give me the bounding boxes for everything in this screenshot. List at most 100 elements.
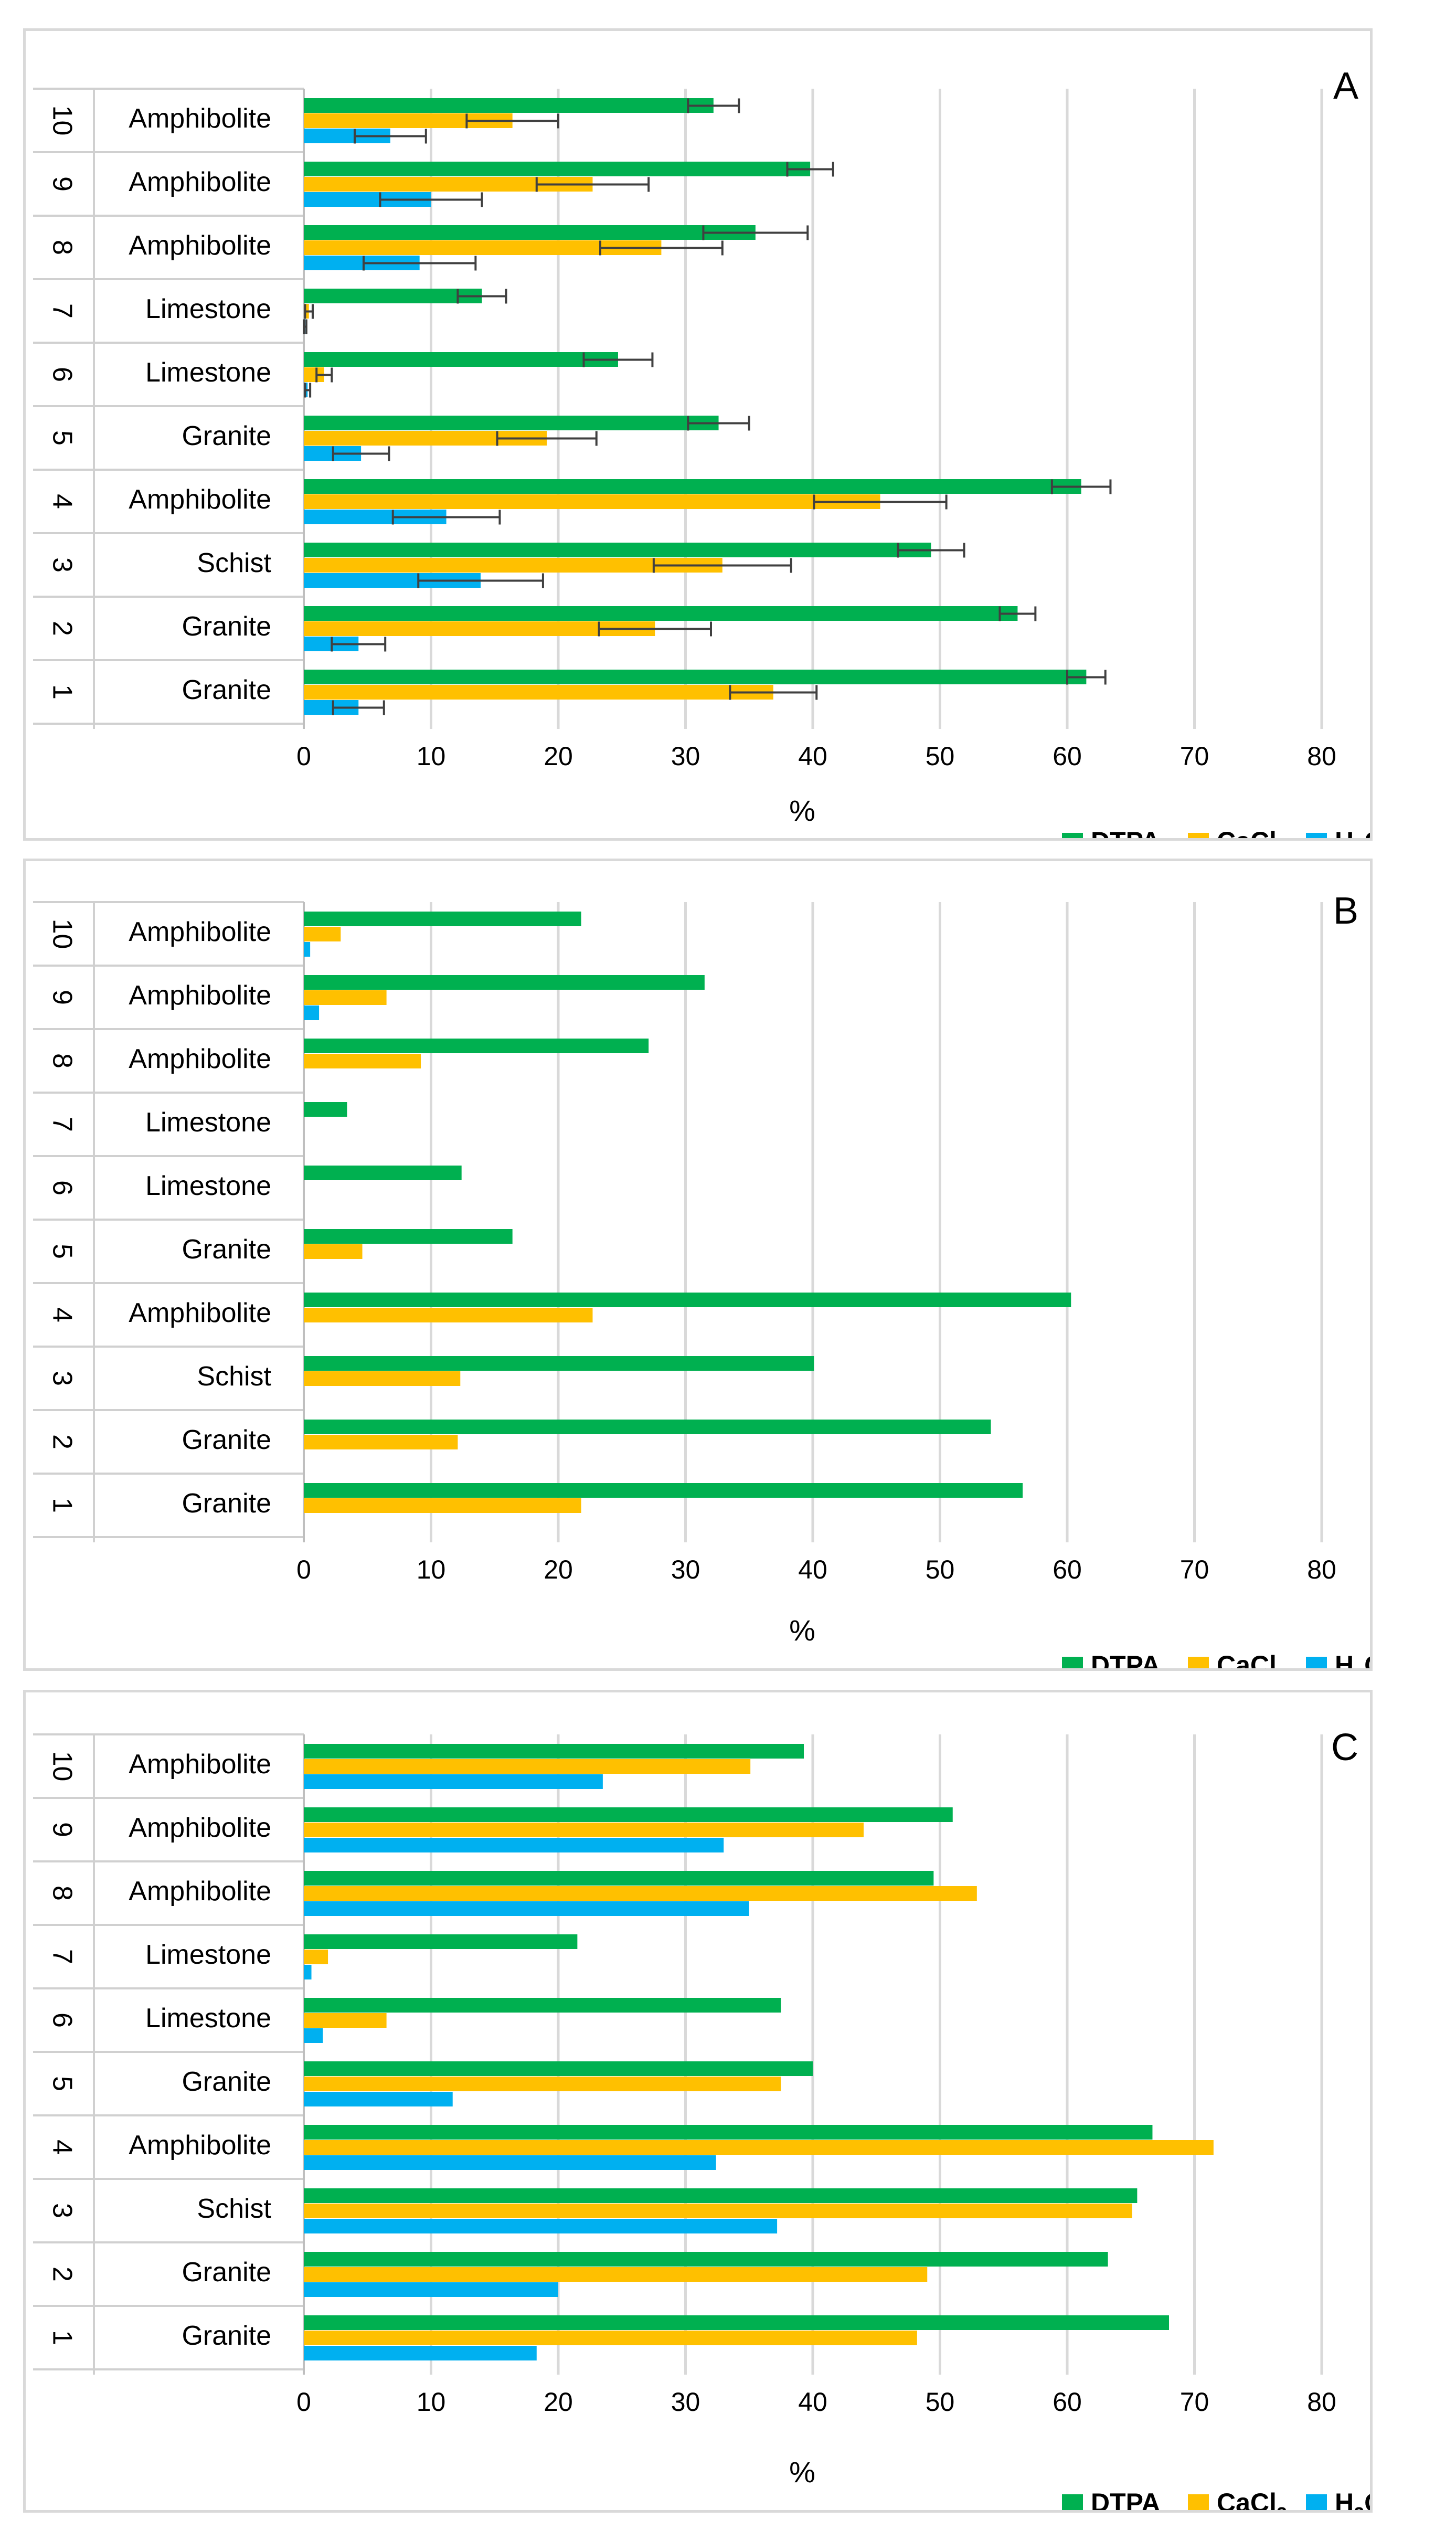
category-number: 10	[47, 105, 77, 136]
category-label: Amphibolite	[129, 1044, 271, 1074]
error-bar-h2o-8	[362, 256, 477, 271]
category-number: 8	[47, 1053, 77, 1068]
bar-dtpa-6	[304, 352, 618, 367]
bar-cacl2-8	[304, 1886, 977, 1901]
category-number: 6	[47, 1180, 77, 1195]
error-bar-dtpa-5	[687, 416, 750, 431]
category-label: Granite	[182, 2257, 271, 2288]
bar-h2o-10	[304, 1774, 603, 1789]
category-number: 3	[47, 1371, 77, 1386]
category-label: Granite	[182, 1425, 271, 1455]
category-label: Limestone	[145, 1940, 271, 1970]
bar-dtpa-1	[304, 1483, 1023, 1498]
category-label: Granite	[182, 611, 271, 642]
bar-h2o-1	[304, 2346, 537, 2360]
bar-h2o-7	[304, 1965, 312, 1979]
category-label: Amphibolite	[129, 1749, 271, 1780]
error-bar-dtpa-4	[1050, 479, 1112, 494]
x-tick-label: 20	[544, 2387, 573, 2417]
category-label: Amphibolite	[129, 167, 271, 197]
bar-dtpa-7	[304, 1102, 347, 1117]
category-number: 2	[47, 1434, 77, 1449]
category-number: 7	[47, 1117, 77, 1132]
error-bar-cacl2-10	[465, 113, 559, 129]
x-tick-label: 80	[1307, 2387, 1336, 2417]
error-bar-dtpa-10	[687, 98, 740, 113]
category-label: Amphibolite	[129, 917, 271, 947]
category-label: Amphibolite	[129, 103, 271, 134]
bar-cacl2-1	[304, 1498, 581, 1513]
x-tick-label: 10	[417, 1555, 446, 1584]
x-tick-label: 60	[1053, 742, 1082, 771]
bar-dtpa-2	[304, 1420, 991, 1434]
chart-panel-b: 10 Amphibolite 9 Amphibolite 8 Amphibolite 7 Li…	[23, 859, 1373, 1671]
legend-text-o: O	[1364, 1650, 1370, 1668]
x-tick-label: 10	[417, 2387, 446, 2417]
category-label: Amphibolite	[129, 1876, 271, 1907]
category-label: Limestone	[145, 1171, 271, 1201]
legend-subscript: 2	[1277, 1666, 1287, 1668]
error-bar-cacl2-3	[652, 558, 792, 573]
error-bar-h2o-5	[332, 446, 390, 461]
legend: DTPA CaCl2 H2O	[1062, 2488, 1370, 2510]
bar-dtpa-8	[304, 225, 756, 240]
x-tick-label: 50	[926, 742, 955, 771]
bar-dtpa-5	[304, 1229, 513, 1244]
x-tick-label: 20	[544, 742, 573, 771]
category-number: 2	[47, 621, 77, 636]
error-bar-h2o-1	[332, 700, 385, 715]
x-tick-label: 80	[1307, 742, 1336, 771]
legend-swatch-cacl2	[1188, 1657, 1209, 1668]
legend-swatch-dtpa	[1062, 833, 1083, 838]
bar-h2o-2	[304, 2282, 558, 2297]
x-tick-label: 50	[926, 2387, 955, 2417]
legend-text-o: O	[1364, 827, 1370, 838]
category-number: 4	[47, 2140, 77, 2155]
error-bar-h2o-7	[303, 319, 307, 334]
legend: DTPA CaCl2 H2O	[1062, 1650, 1370, 1668]
error-bar-cacl2-6	[315, 367, 333, 383]
category-number: 5	[47, 430, 77, 446]
bar-dtpa-2	[304, 606, 1018, 621]
legend-label-dtpa: DTPA	[1091, 827, 1160, 838]
category-number: 1	[47, 2330, 77, 2345]
x-tick-label: 0	[296, 1555, 311, 1584]
error-bar-h2o-6	[304, 383, 312, 398]
bar-dtpa-6	[304, 1998, 781, 2013]
error-bar-cacl2-9	[535, 177, 650, 192]
error-bar-cacl2-8	[599, 240, 724, 256]
category-number: 8	[47, 240, 77, 255]
category-label: Amphibolite	[129, 980, 271, 1011]
category-label: Amphibolite	[129, 230, 271, 261]
bar-cacl2-9	[304, 1823, 864, 1837]
bar-h2o-8	[304, 1901, 749, 1916]
legend-label-dtpa: DTPA	[1091, 2488, 1160, 2510]
bar-dtpa-3	[304, 2188, 1138, 2203]
bar-dtpa-7	[304, 1934, 578, 1949]
bar-dtpa-9	[304, 975, 705, 990]
x-tick-label: 50	[926, 1555, 955, 1584]
bar-cacl2-5	[304, 1244, 363, 1259]
x-axis-title: %	[789, 2455, 815, 2489]
category-number: 8	[47, 1886, 77, 1901]
x-tick-label: 0	[296, 742, 311, 771]
error-bar-dtpa-9	[786, 162, 834, 177]
category-label: Amphibolite	[129, 484, 271, 515]
category-label: Limestone	[145, 294, 271, 324]
x-tick-label: 80	[1307, 1555, 1336, 1584]
bar-dtpa-10	[304, 98, 714, 113]
x-tick-label: 30	[671, 1555, 700, 1584]
x-tick-label: 70	[1180, 1555, 1209, 1584]
error-bar-dtpa-6	[582, 352, 654, 367]
error-bar-h2o-10	[354, 129, 427, 144]
legend-label-h2o: H2O	[1335, 1650, 1370, 1668]
bar-h2o-9	[304, 1005, 320, 1020]
bar-cacl2-3	[304, 2204, 1132, 2218]
bar-dtpa-9	[304, 162, 811, 176]
x-tick-label: 30	[671, 742, 700, 771]
error-bar-cacl2-4	[813, 494, 948, 510]
category-label: Schist	[197, 2194, 271, 2224]
bar-cacl2-10	[304, 1759, 751, 1774]
bar-dtpa-8	[304, 1039, 649, 1053]
